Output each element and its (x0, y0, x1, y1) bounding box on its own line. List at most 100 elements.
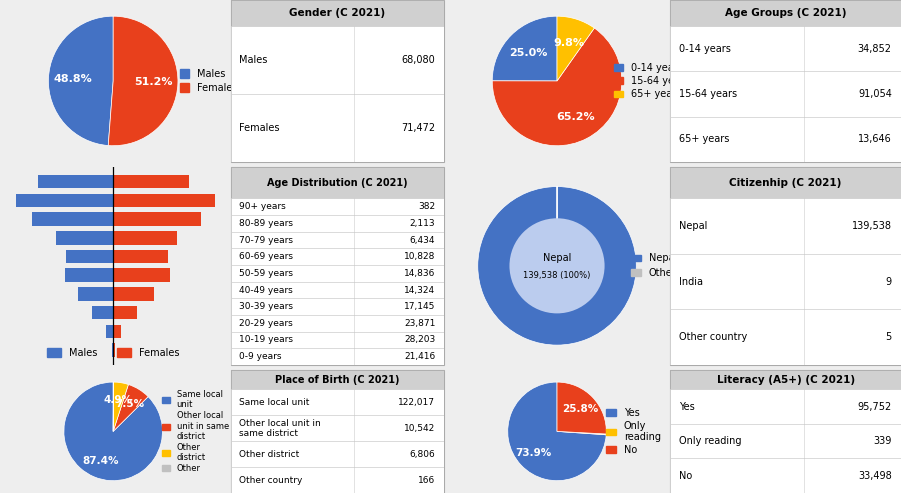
Text: 51.2%: 51.2% (134, 77, 173, 87)
Bar (114, 175, 189, 188)
Wedge shape (508, 382, 606, 481)
Text: 90+ years: 90+ years (240, 202, 287, 211)
Legend: Nepal, Other: Nepal, Other (632, 253, 678, 278)
Text: Yes: Yes (679, 402, 696, 412)
Text: 6,434: 6,434 (410, 236, 435, 245)
Text: India: India (679, 277, 704, 287)
Text: 25.0%: 25.0% (509, 47, 548, 58)
Text: 68,080: 68,080 (402, 55, 435, 65)
Bar (670, 199, 901, 254)
Text: 71,472: 71,472 (401, 123, 435, 133)
Text: Other country: Other country (240, 476, 303, 485)
Legend: Males, Females: Males, Females (42, 344, 184, 362)
Text: 95,752: 95,752 (858, 402, 892, 412)
Bar (231, 415, 444, 441)
Text: 382: 382 (418, 202, 435, 211)
Bar (16, 194, 114, 207)
Text: 15-64 years: 15-64 years (679, 89, 738, 99)
Text: Literacy (A5+) (C 2021): Literacy (A5+) (C 2021) (716, 375, 855, 385)
Text: Gender (C 2021): Gender (C 2021) (289, 8, 386, 18)
Bar (670, 370, 901, 389)
Legend: 0-14 years, 15-64 years, 65+ years: 0-14 years, 15-64 years, 65+ years (614, 63, 689, 100)
Text: 7.5%: 7.5% (115, 399, 144, 409)
Text: Other local unit in
same district: Other local unit in same district (240, 419, 321, 438)
Text: 20-29 years: 20-29 years (240, 319, 293, 328)
Bar (114, 306, 137, 319)
Text: Nepal: Nepal (679, 221, 708, 231)
Text: 5: 5 (886, 332, 892, 342)
Text: 70-79 years: 70-79 years (240, 236, 294, 245)
Bar (32, 212, 114, 226)
Text: No: No (679, 471, 693, 481)
Wedge shape (49, 16, 114, 145)
Bar (114, 324, 121, 338)
Text: 10,542: 10,542 (404, 424, 435, 433)
Bar (231, 282, 444, 298)
Text: 87.4%: 87.4% (83, 456, 119, 466)
Text: 21,416: 21,416 (404, 352, 435, 361)
Text: Only reading: Only reading (679, 436, 742, 446)
Text: Females: Females (240, 123, 280, 133)
Wedge shape (114, 382, 129, 431)
Bar (92, 306, 114, 319)
Bar (231, 215, 444, 232)
Text: 34,852: 34,852 (858, 43, 892, 54)
Text: 0-9 years: 0-9 years (240, 352, 282, 361)
Bar (67, 250, 114, 263)
Text: 91,054: 91,054 (858, 89, 892, 99)
Text: Citizenhip (C 2021): Citizenhip (C 2021) (730, 177, 842, 188)
Circle shape (509, 218, 605, 314)
Bar (106, 324, 114, 338)
Text: 339: 339 (873, 436, 892, 446)
Text: Place of Birth (C 2021): Place of Birth (C 2021) (275, 375, 399, 385)
Bar (670, 310, 901, 365)
Text: 40-49 years: 40-49 years (240, 285, 293, 294)
Bar (670, 458, 901, 493)
Bar (231, 348, 444, 365)
Wedge shape (492, 16, 557, 81)
Text: 122,017: 122,017 (398, 398, 435, 407)
Text: 4.9%: 4.9% (104, 395, 132, 405)
Text: 166: 166 (418, 476, 435, 485)
Bar (670, 254, 901, 310)
Text: Same local unit: Same local unit (240, 398, 310, 407)
Text: 14,836: 14,836 (404, 269, 435, 278)
Text: Other country: Other country (679, 332, 748, 342)
Bar (231, 248, 444, 265)
Text: 9.8%: 9.8% (554, 37, 585, 48)
Bar (114, 250, 168, 263)
Wedge shape (64, 382, 162, 481)
Bar (670, 389, 901, 424)
Text: 9: 9 (886, 277, 892, 287)
Wedge shape (478, 186, 636, 345)
Bar (231, 315, 444, 332)
Wedge shape (557, 431, 606, 435)
Text: 60-69 years: 60-69 years (240, 252, 294, 261)
Bar (231, 232, 444, 248)
Text: 0-14 years: 0-14 years (679, 43, 732, 54)
Text: Age Groups (C 2021): Age Groups (C 2021) (724, 8, 846, 18)
Bar (112, 343, 114, 357)
Text: 73.9%: 73.9% (515, 448, 551, 458)
Text: Males: Males (240, 55, 268, 65)
Text: 25.8%: 25.8% (562, 404, 598, 414)
Bar (231, 441, 444, 467)
Wedge shape (108, 16, 177, 146)
Bar (670, 167, 901, 199)
Text: 2,113: 2,113 (410, 219, 435, 228)
Bar (231, 26, 444, 94)
Text: 65+ years: 65+ years (679, 134, 730, 144)
Bar (114, 269, 170, 282)
Text: 50-59 years: 50-59 years (240, 269, 294, 278)
Bar (231, 167, 444, 199)
Bar (670, 424, 901, 458)
Wedge shape (114, 385, 148, 431)
Legend: Males, Females: Males, Females (179, 69, 238, 93)
Text: 28,203: 28,203 (404, 335, 435, 345)
Text: 48.8%: 48.8% (54, 74, 93, 84)
Text: 13,646: 13,646 (858, 134, 892, 144)
Bar (231, 332, 444, 348)
Bar (65, 269, 114, 282)
Text: 65.2%: 65.2% (556, 111, 595, 122)
Text: 23,871: 23,871 (404, 319, 435, 328)
